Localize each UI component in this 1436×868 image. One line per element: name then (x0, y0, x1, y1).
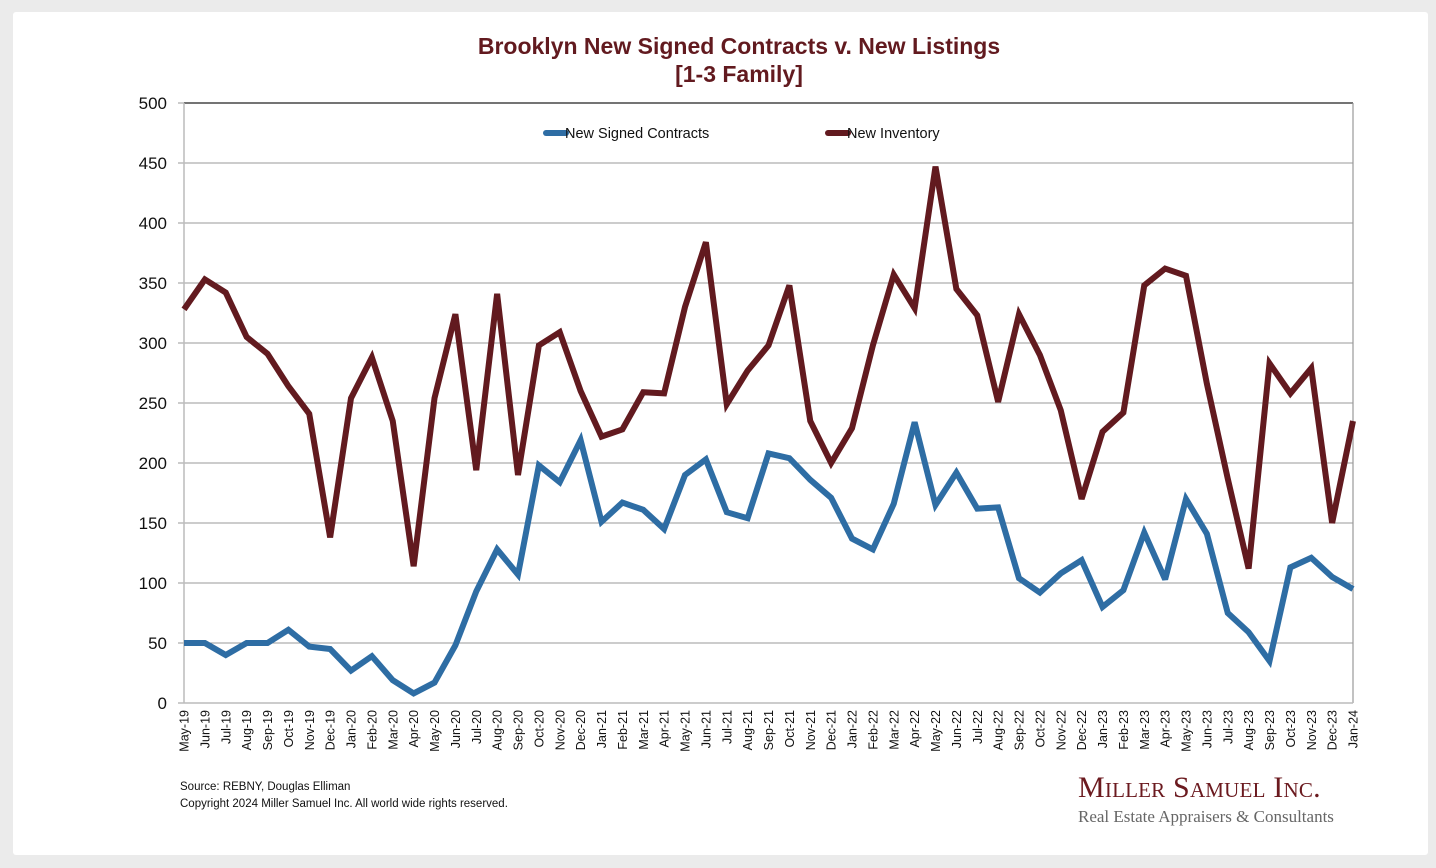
y-tick-label: 500 (139, 94, 167, 113)
x-tick-label: Feb-21 (616, 710, 630, 750)
legend-label: New Inventory (847, 126, 940, 142)
x-tick-label: Dec-23 (1326, 710, 1340, 750)
x-tick-label: Jan-21 (595, 710, 609, 748)
x-tick-label: Dec-22 (1075, 710, 1089, 750)
y-tick-label: 50 (148, 634, 167, 653)
source-note: Source: REBNY, Douglas Elliman Copyright… (180, 779, 508, 813)
x-tick-label: Mar-23 (1138, 710, 1152, 750)
x-tick-label: Sep-23 (1263, 710, 1277, 750)
x-tick-label: Feb-20 (365, 710, 379, 750)
x-tick-label: Nov-22 (1054, 710, 1068, 750)
company-logo: Miller Samuel Inc. Real Estate Appraiser… (1078, 771, 1360, 828)
chart-subtitle: [1-3 Family] (675, 61, 803, 87)
copyright-text: Copyright 2024 Miller Samuel Inc. All wo… (180, 798, 508, 810)
x-tick-label: May-23 (1180, 710, 1194, 752)
x-tick-label: Jun-22 (950, 710, 964, 748)
x-tick-label: Sep-21 (762, 710, 776, 750)
series-lines (181, 166, 1356, 697)
x-tick-label: May-21 (679, 710, 693, 752)
y-tick-label: 300 (139, 334, 167, 353)
x-tick-label: May-22 (929, 710, 943, 752)
x-tick-label: Oct-23 (1284, 710, 1298, 748)
x-tick-label: Apr-23 (1159, 710, 1173, 748)
x-tick-label: Jul-19 (219, 710, 233, 744)
x-tick-label: Nov-19 (303, 710, 317, 750)
x-tick-label: Mar-21 (637, 710, 651, 750)
x-tick-label: Dec-21 (825, 710, 839, 750)
series-line-new-inventory (181, 166, 1356, 570)
x-tick-label: Jul-23 (1221, 710, 1235, 744)
x-tick-label: Jan-24 (1347, 710, 1361, 748)
x-tick-label: May-19 (178, 710, 192, 752)
legend-label: New Signed Contracts (565, 126, 709, 142)
x-tick-label: Feb-23 (1117, 710, 1131, 750)
x-tick-label: Feb-22 (866, 710, 880, 750)
x-tick-label: Dec-19 (324, 710, 338, 750)
x-tick-label: Jul-20 (470, 710, 484, 744)
x-tick-label: Nov-23 (1305, 710, 1319, 750)
series-line-new-signed-contracts (184, 421, 1355, 697)
x-tick-label: May-20 (428, 710, 442, 752)
x-tick-label: Mar-20 (386, 710, 400, 750)
logo-tagline: Real Estate Appraisers & Consultants (1078, 807, 1334, 826)
chart-title-block: Brooklyn New Signed Contracts v. New Lis… (0, 32, 1436, 88)
x-tick-label: Oct-20 (532, 710, 546, 748)
x-tick-label: Oct-22 (1033, 710, 1047, 748)
y-tick-label: 400 (139, 214, 167, 233)
source-text: Source: REBNY, Douglas Elliman (180, 781, 351, 793)
y-tick-label: 450 (139, 154, 167, 173)
x-tick-label: Nov-20 (553, 710, 567, 750)
logo-name: Miller Samuel Inc. (1078, 771, 1321, 804)
x-tick-label: Jan-23 (1096, 710, 1110, 748)
chart-panel (13, 12, 1428, 855)
x-tick-label: Apr-21 (658, 710, 672, 748)
y-tick-label: 350 (139, 274, 167, 293)
x-axis-ticks: May-19 Jun-19 Jul-19 Aug-19 Sep-19 Oct-19 Nov-… (178, 710, 1361, 752)
x-tick-label: Jun-19 (198, 710, 212, 748)
axes (183, 102, 1354, 704)
x-tick-label: Jan-20 (345, 710, 359, 748)
y-tick-label: 0 (158, 694, 167, 713)
y-axis-ticks: 0 50 100 150 200 250 300 350 400 450 500 (139, 94, 184, 713)
x-tick-label: Jun-20 (449, 710, 463, 748)
y-tick-label: 100 (139, 574, 167, 593)
x-tick-label: Apr-22 (908, 710, 922, 748)
x-tick-label: Sep-22 (1013, 710, 1027, 750)
x-tick-label: Nov-21 (804, 710, 818, 750)
x-tick-label: Oct-19 (282, 710, 296, 748)
x-tick-label: Mar-22 (887, 710, 901, 750)
x-tick-label: Oct-21 (783, 710, 797, 748)
legend: New Signed Contracts New Inventory (543, 126, 940, 142)
x-tick-label: Jul-22 (971, 710, 985, 744)
x-tick-label: Aug-22 (992, 710, 1006, 750)
x-tick-label: Jun-21 (699, 710, 713, 748)
x-tick-label: Aug-19 (240, 710, 254, 750)
x-tick-label: Aug-23 (1242, 710, 1256, 750)
y-tick-label: 150 (139, 514, 167, 533)
y-tick-label: 250 (139, 394, 167, 413)
x-tick-label: Jun-23 (1200, 710, 1214, 748)
x-tick-label: Aug-20 (491, 710, 505, 750)
x-tick-label: Sep-19 (261, 710, 275, 750)
gridlines (184, 162, 1353, 644)
x-tick-label: Jul-21 (720, 710, 734, 744)
x-tick-label: Aug-21 (741, 710, 755, 750)
x-tick-label: Jan-22 (846, 710, 860, 748)
x-tick-label: Dec-20 (574, 710, 588, 750)
y-tick-label: 200 (139, 454, 167, 473)
x-tick-label: Sep-20 (512, 710, 526, 750)
chart-title: Brooklyn New Signed Contracts v. New Lis… (477, 33, 1001, 59)
x-tick-label: Apr-20 (407, 710, 421, 748)
